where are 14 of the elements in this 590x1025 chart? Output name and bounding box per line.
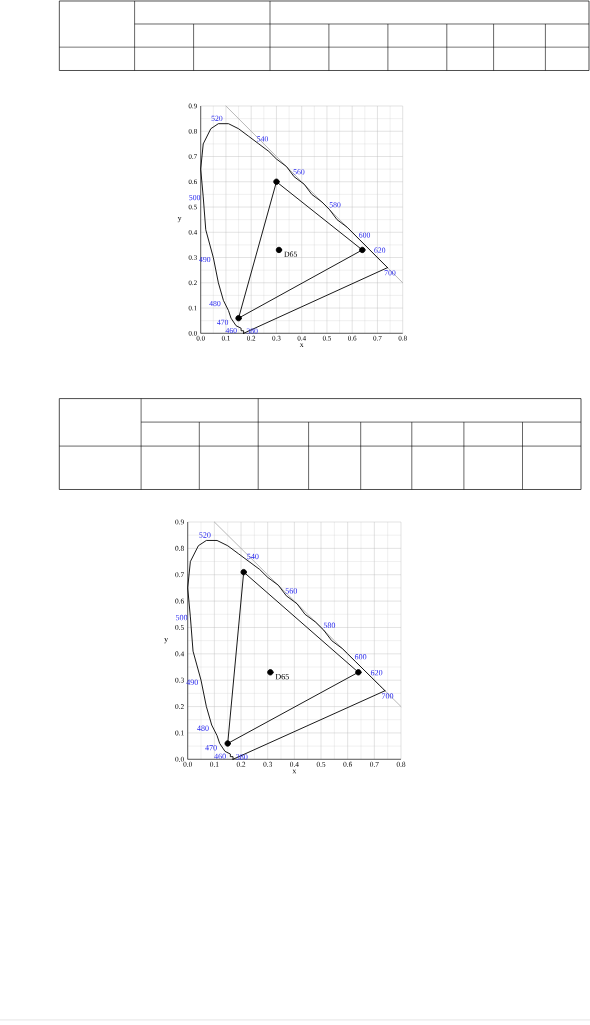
annotation: 620 (370, 669, 383, 676)
annotation: 580 (323, 622, 336, 628)
annotation: 460 (214, 753, 226, 760)
annotation: 470 (205, 745, 217, 751)
annotation: D65 (275, 673, 289, 680)
annotation: 520 (199, 532, 211, 538)
x-axis-title: x (292, 769, 297, 774)
annotation: 540 (247, 553, 259, 560)
annotation: 380 (236, 754, 248, 760)
annotation: 700 (381, 693, 394, 699)
annotation: 560 (285, 588, 297, 594)
annotation: 480 (197, 725, 209, 731)
annotation: 600 (354, 654, 367, 660)
y-axis-title: y (164, 637, 169, 644)
